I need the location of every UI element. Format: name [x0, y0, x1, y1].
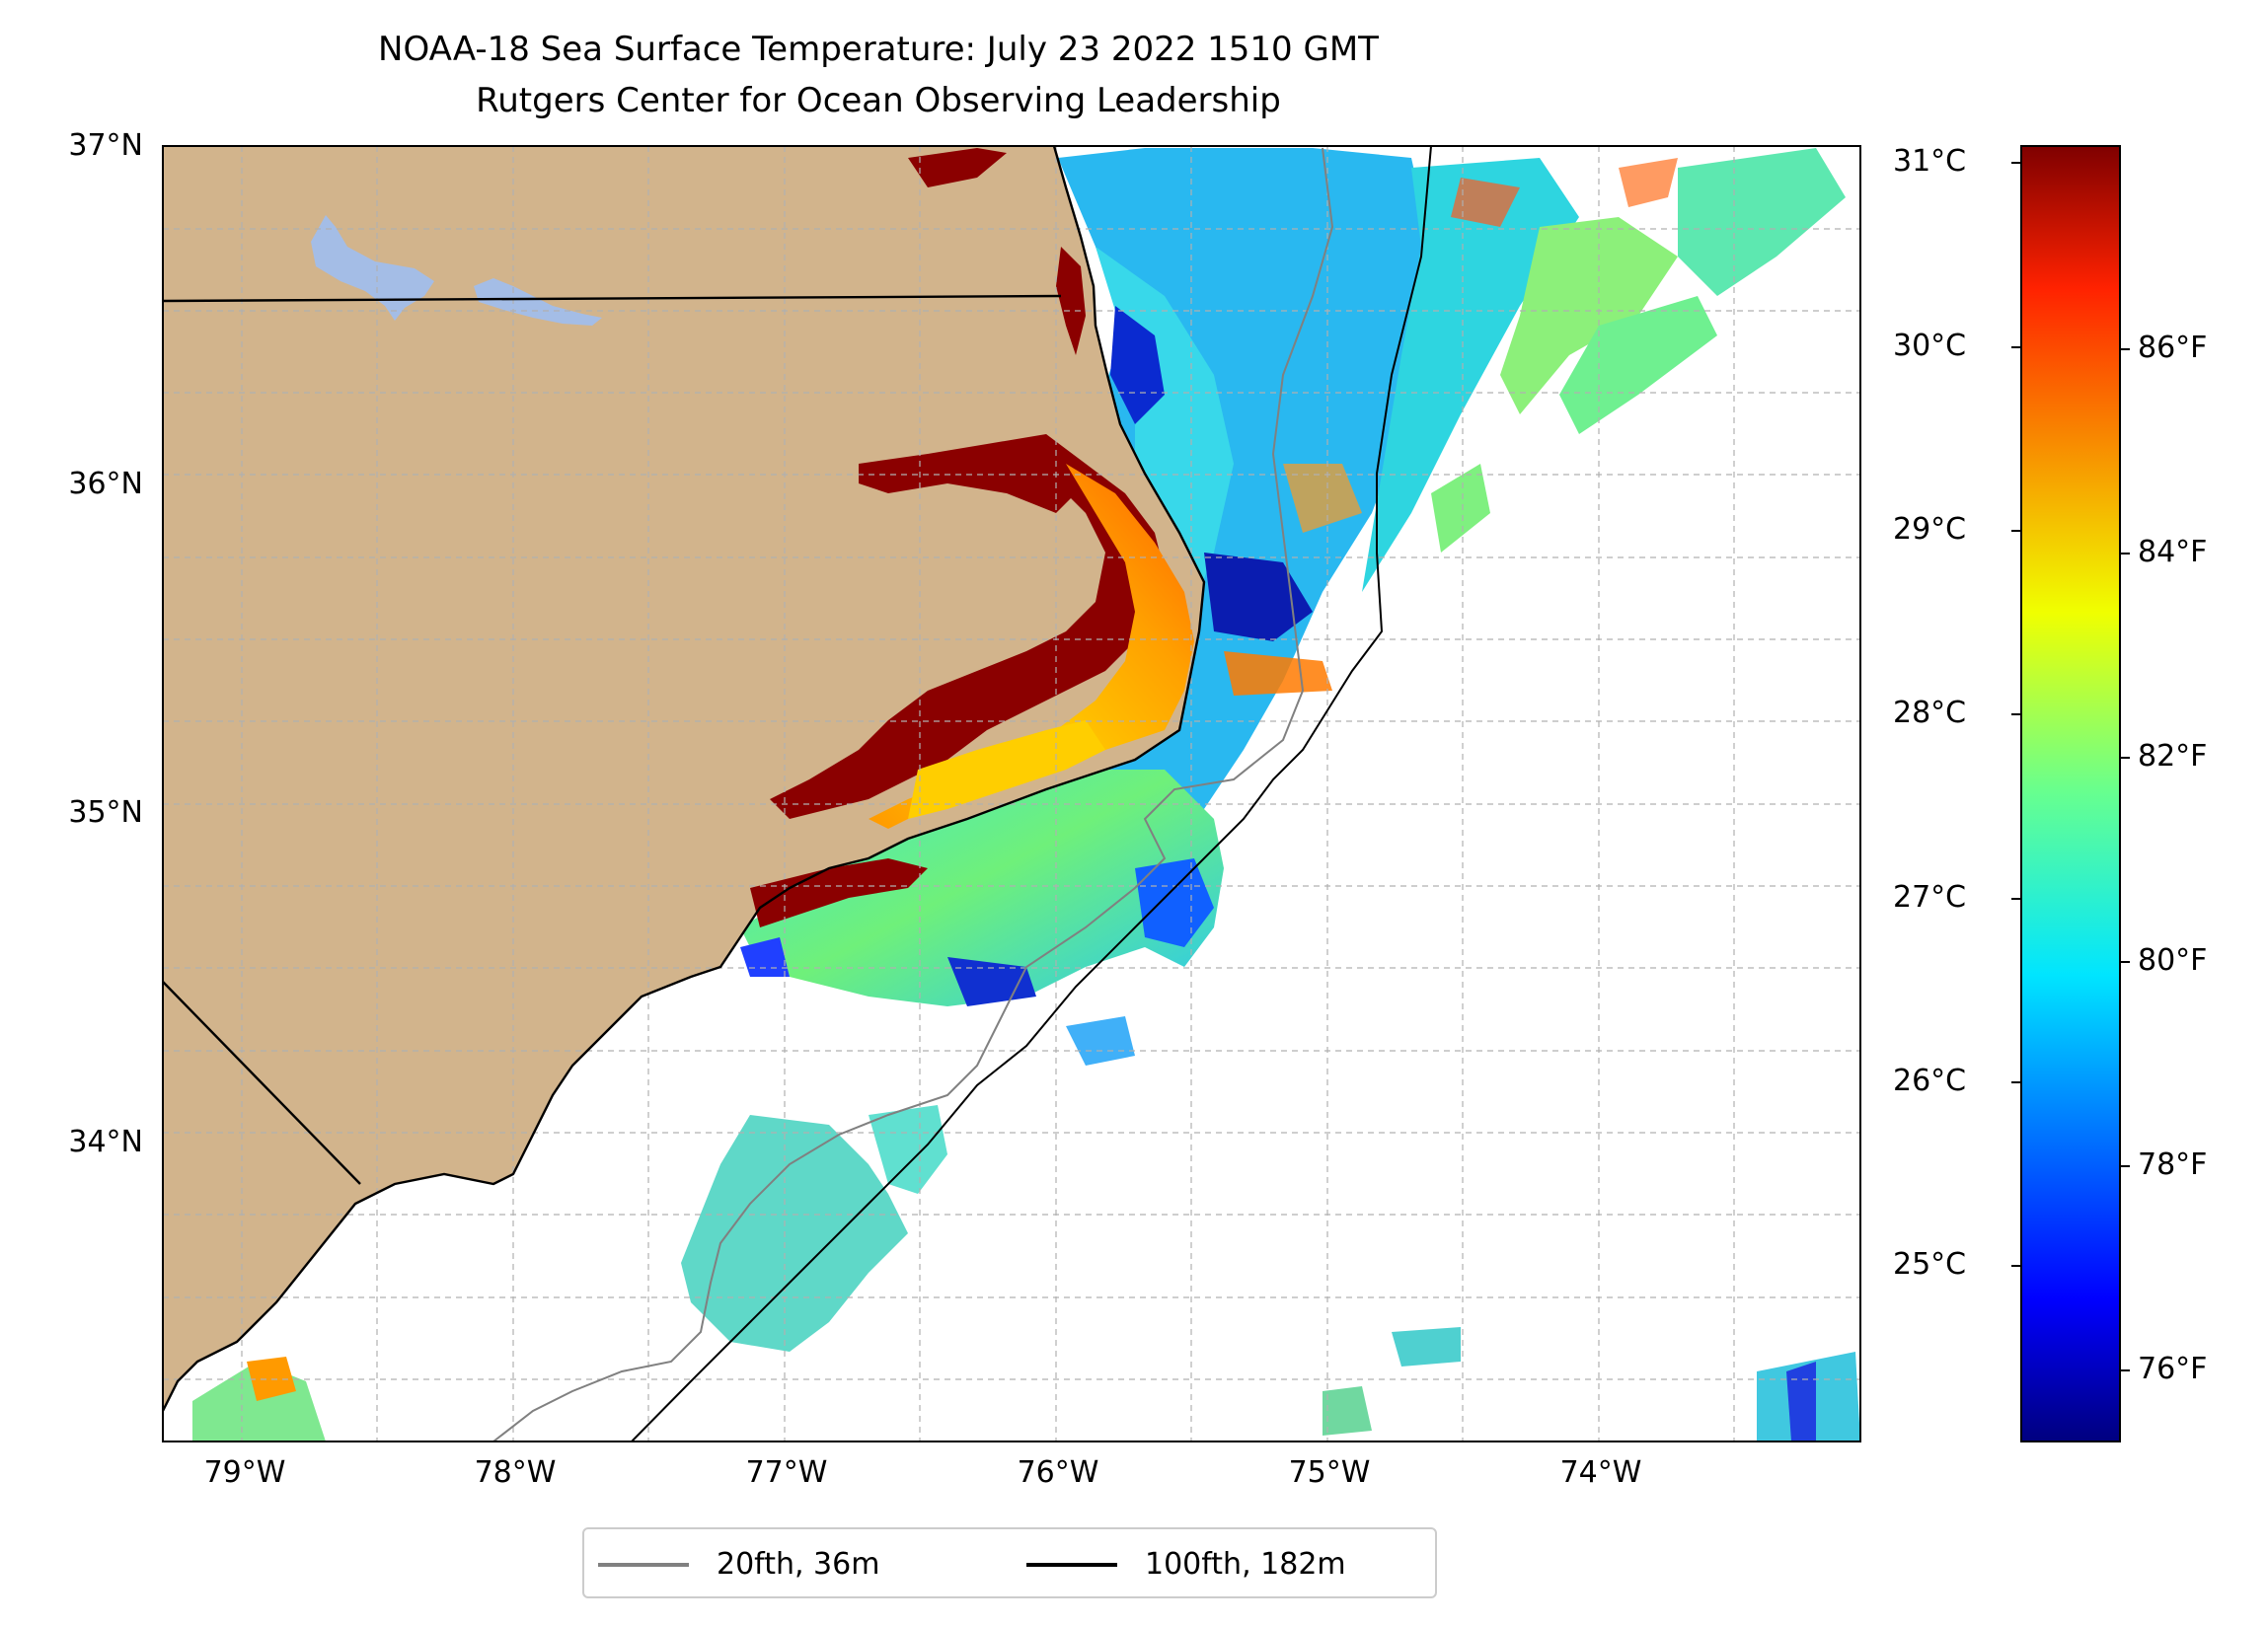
lon-label-78: 78°W — [474, 1455, 557, 1490]
colorbar-ticks — [2011, 162, 2130, 1371]
graticule — [163, 146, 1860, 1441]
cb-label-86f: 86°F — [2138, 331, 2208, 365]
cb-label-76f: 76°F — [2138, 1352, 2208, 1386]
cb-label-31c: 31°C — [1893, 144, 1967, 179]
sst-field-shelf — [192, 750, 1860, 1441]
isobath-20fth — [492, 147, 1334, 1441]
lon-label-76: 76°W — [1017, 1455, 1099, 1490]
cb-label-27c: 27°C — [1893, 880, 1967, 915]
cb-label-25c: 25°C — [1893, 1247, 1967, 1282]
lon-label-75: 75°W — [1288, 1455, 1371, 1490]
cb-label-28c: 28°C — [1893, 696, 1967, 730]
lat-label-35: 35°N — [68, 795, 143, 830]
cb-label-29c: 29°C — [1893, 512, 1967, 547]
state-borders — [163, 294, 1062, 1185]
cb-label-78f: 78°F — [2138, 1147, 2208, 1182]
cb-label-82f: 82°F — [2138, 739, 2208, 774]
map-title: NOAA-18 Sea Surface Temperature: July 23… — [378, 30, 1379, 69]
isobath-100fth — [631, 146, 1432, 1441]
coastline — [163, 146, 1206, 1412]
cb-label-84f: 84°F — [2138, 535, 2208, 569]
cb-label-30c: 30°C — [1893, 329, 1967, 363]
legend-label-20fth: 20fth, 36m — [717, 1547, 880, 1582]
sounds-sst — [750, 148, 1194, 927]
colorbar — [2020, 145, 2121, 1442]
legend-swatch-100fth — [1026, 1563, 1117, 1567]
map-subtitle: Rutgers Center for Ocean Observing Leade… — [476, 81, 1281, 120]
lon-label-74: 74°W — [1559, 1455, 1642, 1490]
map-frame — [162, 145, 1861, 1442]
lon-label-79: 79°W — [203, 1455, 286, 1490]
cb-label-26c: 26°C — [1893, 1064, 1967, 1098]
lat-label-34: 34°N — [68, 1125, 143, 1159]
legend-swatch-20fth — [598, 1563, 689, 1567]
lat-label-37: 37°N — [68, 128, 143, 163]
lat-label-36: 36°N — [68, 467, 143, 501]
lon-label-77: 77°W — [745, 1455, 828, 1490]
isobath-legend: 20fth, 36m 100fth, 182m — [582, 1527, 1437, 1598]
lakes — [311, 215, 602, 326]
legend-label-100fth: 100fth, 182m — [1145, 1547, 1346, 1582]
cb-label-80f: 80°F — [2138, 943, 2208, 978]
